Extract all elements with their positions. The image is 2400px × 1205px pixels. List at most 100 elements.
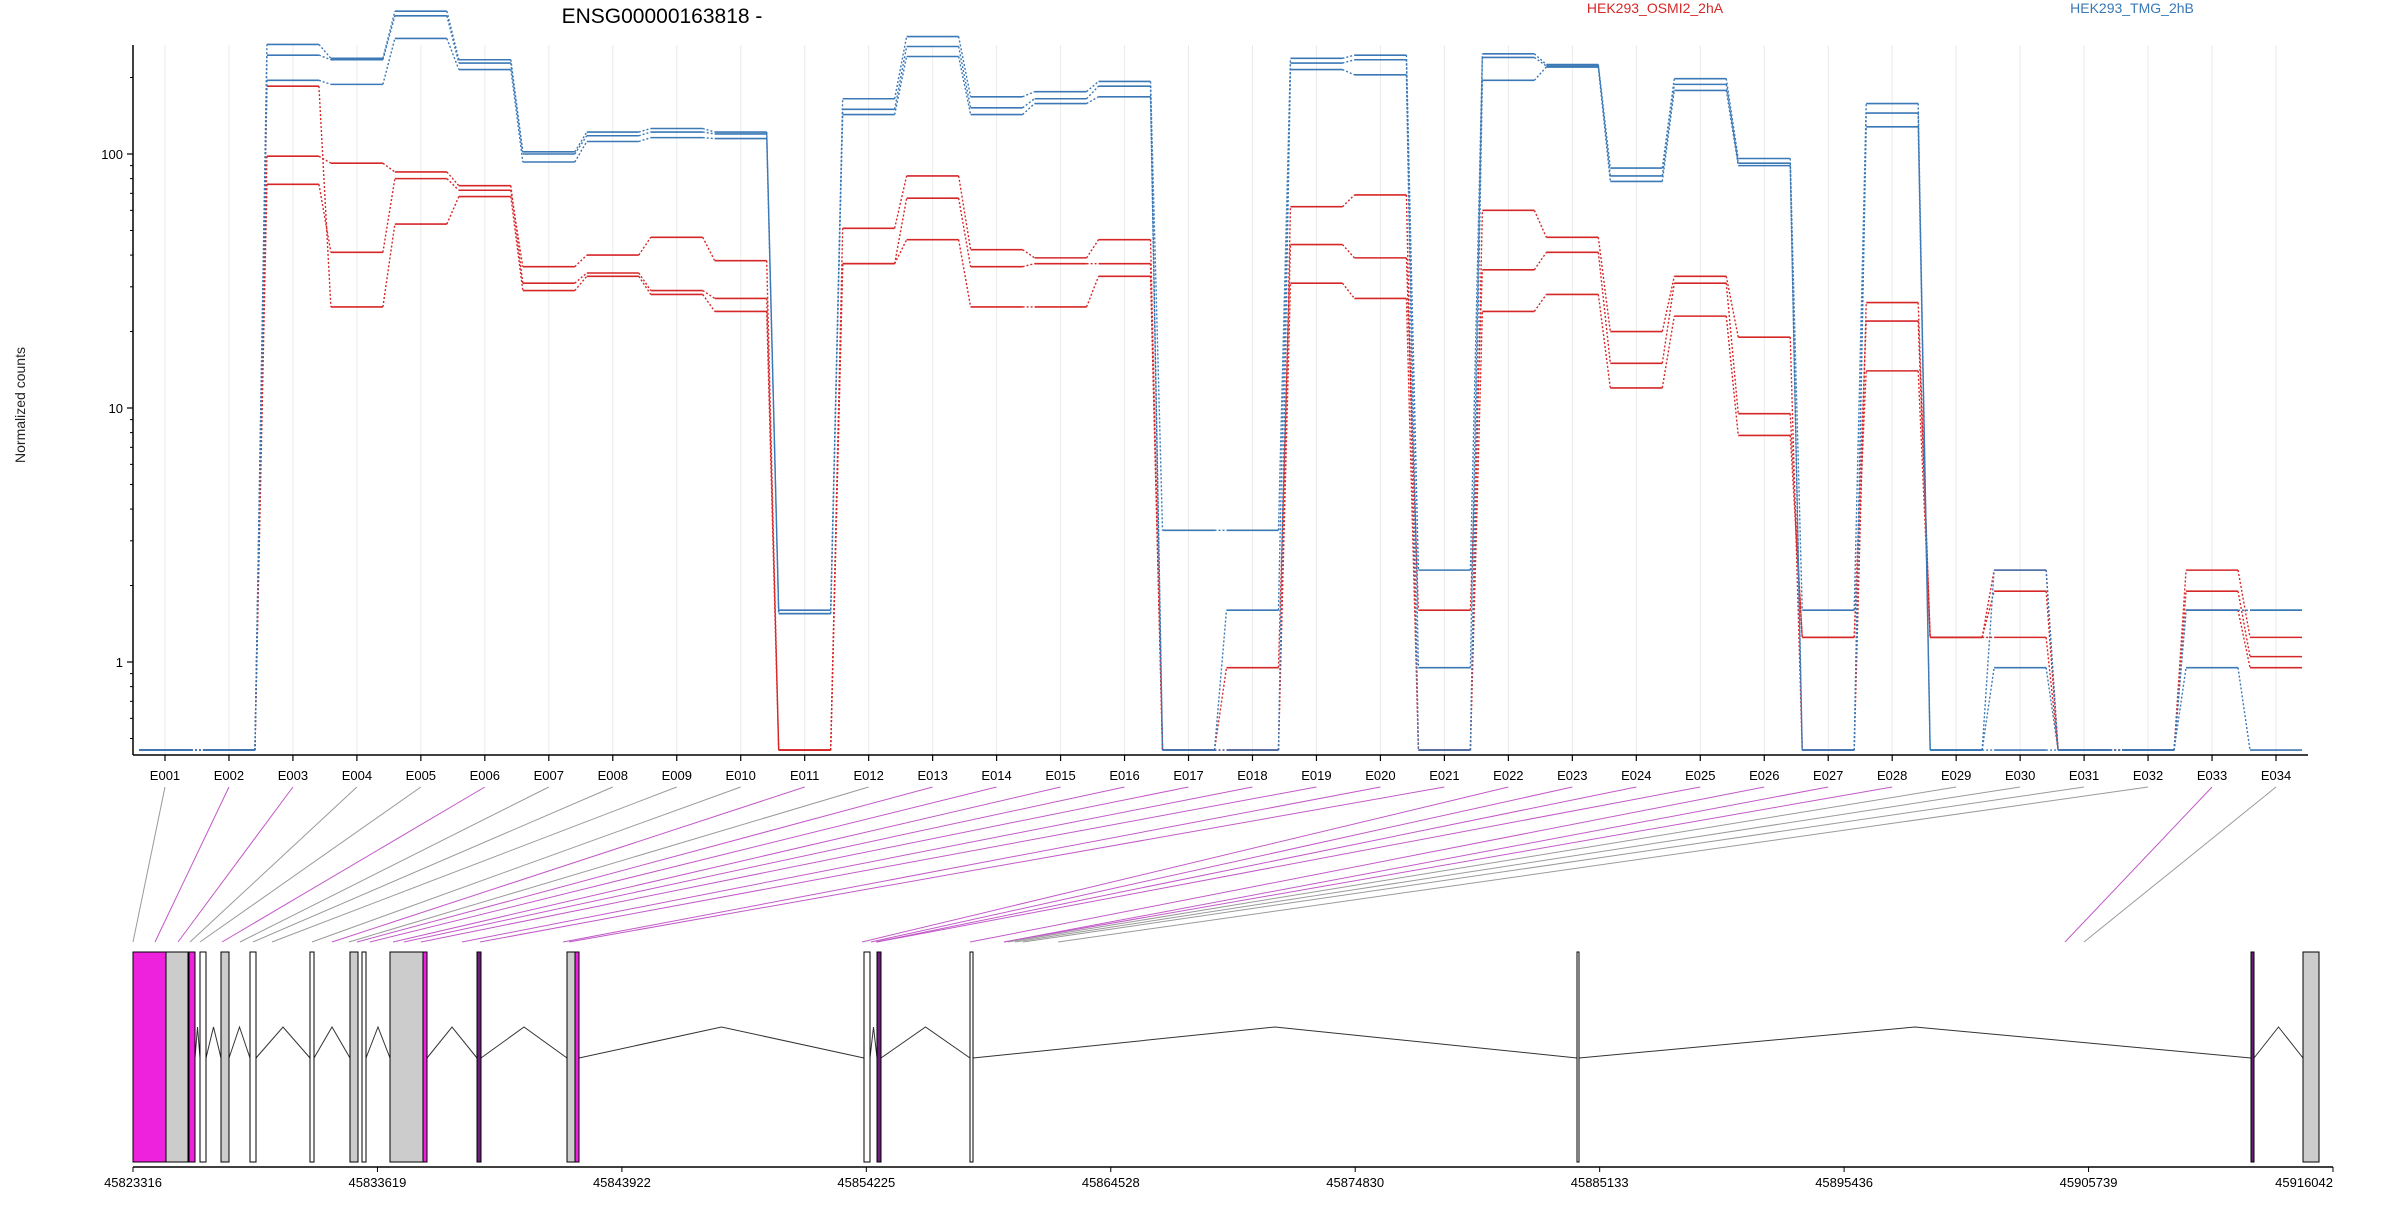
exon-connector — [479, 786, 1317, 943]
data-connector — [1277, 69, 1292, 751]
data-connector — [2045, 637, 2059, 751]
exon-block — [2302, 951, 2320, 1163]
data-connector — [510, 62, 524, 155]
exon-connector — [1007, 786, 1957, 943]
data-connector — [574, 141, 588, 163]
data-connector — [702, 131, 715, 135]
data-connector — [382, 38, 396, 85]
exon-connector — [1022, 786, 2085, 943]
x-tick-label: E022 — [1493, 768, 1523, 783]
genomic-tick-label: 45905739 — [2060, 1175, 2118, 1190]
exon-connector — [861, 786, 1509, 943]
data-connector — [2237, 569, 2251, 638]
data-connector — [1661, 316, 1675, 389]
data-connector — [1213, 667, 1228, 751]
data-connector — [1213, 610, 1228, 751]
x-ticks: E001 E002 E003 E004 E005 E006 E007 E008 E009 E010… — [150, 755, 2291, 783]
data-connector — [1149, 96, 1164, 751]
data-connector — [1469, 269, 1484, 611]
data-connector — [318, 155, 332, 164]
x-tick-label: E016 — [1109, 768, 1139, 783]
exon-connector — [221, 786, 486, 943]
exon-connector — [199, 786, 422, 943]
data-connector — [957, 36, 972, 97]
chart-title: ENSG00000163818 - — [562, 5, 763, 28]
data-connector — [1789, 337, 1803, 751]
data-connector — [2045, 570, 2059, 751]
data-connector — [2237, 610, 2251, 668]
data-connector — [1469, 80, 1484, 751]
intron-line — [255, 1026, 311, 1059]
x-tick-label: E012 — [853, 768, 883, 783]
series-lines — [138, 10, 2303, 751]
series-line — [138, 177, 2303, 751]
x-tick-label: E021 — [1429, 768, 1459, 783]
data-connector — [318, 43, 332, 59]
data-connector — [1981, 569, 1995, 638]
data-connector — [1405, 298, 1420, 751]
data-connector — [318, 184, 332, 253]
data-connector — [510, 196, 524, 291]
exon-connector — [392, 786, 1061, 943]
intron-line — [1578, 1026, 2252, 1059]
data-connector — [2173, 591, 2187, 751]
genomic-axis: 45823316 45833619 45843922 45854225 45864528… — [104, 1166, 2334, 1190]
exon-block — [969, 951, 974, 1163]
intron-line — [480, 1026, 568, 1059]
data-connector — [957, 46, 972, 108]
data-connector — [1789, 158, 1803, 611]
x-tick-label: E024 — [1621, 768, 1651, 783]
intron-line — [880, 1026, 971, 1059]
genomic-tick-label: 45823316 — [104, 1175, 162, 1190]
x-tick-label: E034 — [2261, 768, 2291, 783]
genomic-tick-label: 45885133 — [1571, 1175, 1629, 1190]
data-connector — [318, 54, 332, 61]
exon-connector — [252, 786, 613, 943]
data-connector — [829, 263, 844, 751]
data-connector — [702, 289, 716, 300]
data-connector — [1085, 276, 1100, 308]
data-connector — [702, 294, 716, 312]
data-connector — [1533, 53, 1547, 66]
data-connector — [1981, 570, 1995, 751]
data-connector — [2237, 591, 2251, 657]
data-connector — [829, 114, 844, 614]
data-connector — [1789, 163, 1803, 751]
data-connector — [638, 236, 652, 256]
data-connector — [1341, 244, 1355, 259]
data-connector — [1661, 276, 1675, 332]
exon-connector — [568, 786, 1445, 943]
x-tick-label: E017 — [1173, 768, 1203, 783]
data-connector — [1917, 320, 1931, 638]
exon-block — [249, 951, 257, 1163]
genomic-tick-label: 45843922 — [593, 1175, 651, 1190]
data-connector — [1022, 98, 1035, 109]
exon-connector — [403, 786, 1125, 943]
y-tick-label: 10 — [109, 401, 123, 416]
data-connector — [446, 196, 460, 225]
exon-block — [2250, 951, 2255, 1163]
data-connector — [766, 260, 780, 751]
data-connector — [1725, 78, 1739, 159]
data-connector — [1725, 316, 1739, 436]
data-connector — [1405, 257, 1420, 611]
genomic-tick-label: 45833619 — [349, 1175, 407, 1190]
data-connector — [1405, 194, 1420, 751]
exon-block — [1576, 951, 1580, 1163]
data-connector — [2173, 610, 2187, 751]
data-connector — [1022, 262, 1035, 268]
exon-block — [220, 951, 230, 1163]
x-tick-label: E013 — [917, 768, 947, 783]
data-connector — [2173, 667, 2187, 751]
x-tick-label: E006 — [470, 768, 500, 783]
exon-connector — [875, 786, 1637, 943]
data-connector — [446, 11, 460, 60]
data-connector — [893, 175, 908, 229]
data-connector — [1533, 66, 1547, 81]
x-tick-label: E023 — [1557, 768, 1587, 783]
x-tick-label: E010 — [726, 768, 756, 783]
data-connector — [1597, 66, 1612, 182]
data-connector — [254, 80, 268, 751]
genomic-tick-label: 45895436 — [1815, 1175, 1873, 1190]
